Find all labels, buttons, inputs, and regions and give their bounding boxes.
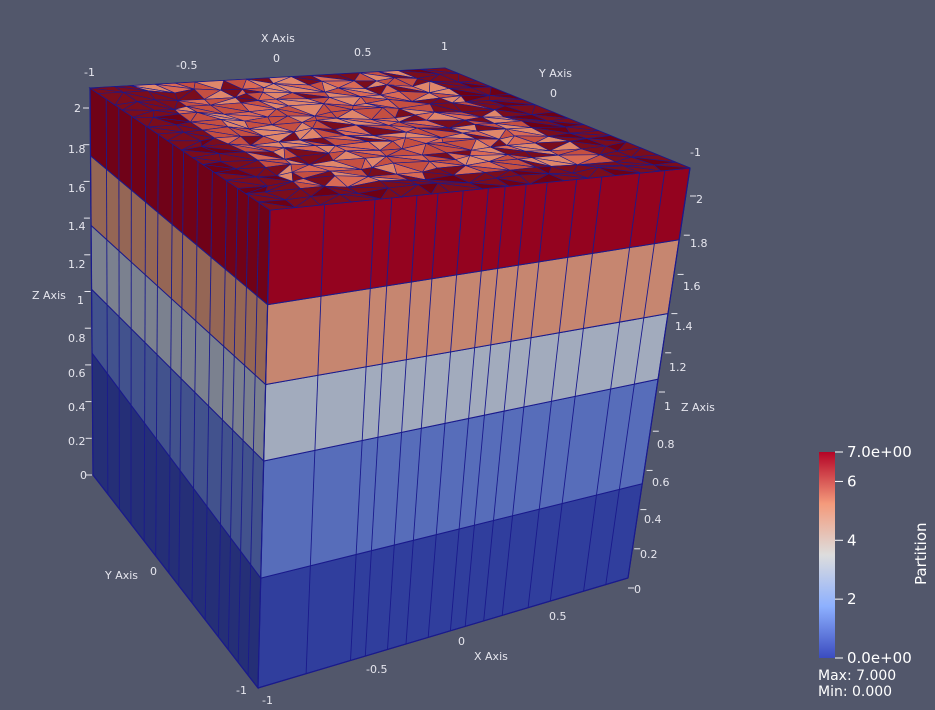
right-z-tick: 1.4 <box>675 320 693 333</box>
top-x-tick: 1 <box>441 40 448 53</box>
left-z-tick: 1.6 <box>68 182 86 195</box>
z-axis-title-right: Z Axis <box>681 401 715 414</box>
left-z-tick: 0 <box>80 469 87 482</box>
x-axis-title-bottom: X Axis <box>474 650 508 663</box>
mesh-outline-edge <box>627 167 691 579</box>
mesh-edge <box>464 186 506 627</box>
mesh-outline-edge <box>89 87 94 476</box>
top-triangle <box>496 177 531 187</box>
bottom-x-tick: 0.5 <box>549 610 567 623</box>
mesh-outline-edge <box>257 209 271 689</box>
mesh-edge <box>387 195 418 650</box>
right-z-tick: 1.2 <box>669 361 687 374</box>
top-face-triangles <box>88 67 691 211</box>
mesh-outline-edge <box>92 474 259 689</box>
mesh-edge <box>247 202 260 676</box>
mesh-edge <box>191 161 199 603</box>
mesh-edge <box>204 170 213 620</box>
mesh-edge <box>168 144 174 573</box>
colorbar-tick-label: 4 <box>847 531 857 549</box>
mesh-edge <box>549 176 603 602</box>
x-axis-title-top: X Axis <box>261 32 295 45</box>
top-x-tick: 0 <box>273 52 280 65</box>
top-x-tick: 0.5 <box>354 46 372 59</box>
left-z-tick: 1.8 <box>68 143 86 156</box>
top-x-tick: -0.5 <box>176 59 197 72</box>
top-triangle <box>257 201 296 211</box>
mesh-edge <box>501 182 548 616</box>
top-x-tick: -1 <box>84 66 95 79</box>
left-z-tick: 0.4 <box>68 401 86 414</box>
left-z-tick: 1.4 <box>68 220 86 233</box>
right-z-tick: 0 <box>634 583 641 596</box>
mesh-edge <box>217 180 228 637</box>
mesh-edge <box>350 199 376 661</box>
right-z-tick: 1.8 <box>690 237 708 250</box>
top-triangle <box>623 165 661 174</box>
mesh-edge <box>405 193 439 645</box>
mesh-edge <box>143 125 147 542</box>
colorbar-ticks: 7.0e+00 6 4 2 0.0e+00 <box>835 443 912 667</box>
colorbar-tick-label: 0.0e+00 <box>847 649 912 667</box>
bottom-y-tick: -1 <box>236 684 247 697</box>
top-triangle <box>489 86 511 96</box>
bottom-x-tick: 0 <box>458 635 465 648</box>
mesh-edge <box>449 188 489 631</box>
top-triangle <box>340 194 381 203</box>
top-triangle <box>598 166 641 176</box>
mesh-edge <box>178 151 185 586</box>
mesh-edge <box>427 190 464 638</box>
top-y-tick: 0 <box>550 87 557 100</box>
mesh-edge <box>227 188 239 650</box>
mesh-edge <box>364 197 393 657</box>
left-z-tick: 1.2 <box>68 258 86 271</box>
mesh-edge <box>105 98 109 495</box>
mesh-edge <box>118 107 120 510</box>
colorbar-tick-label: 7.0e+00 <box>847 443 912 461</box>
z-axis-title-left: Z Axis <box>32 289 66 302</box>
mesh-edge <box>583 172 641 592</box>
colorbar-title: Partition <box>912 522 930 585</box>
colorbar-tick-label: 2 <box>847 590 857 608</box>
right-z-tick: 0.4 <box>644 513 662 526</box>
min-label: Min: 0.000 <box>818 684 893 700</box>
mesh-edge <box>305 204 326 674</box>
axis-tick-marks <box>83 107 696 589</box>
colorbar-tick-label: 6 <box>847 472 857 490</box>
max-label: Max: 7.000 <box>818 668 897 684</box>
right-z-tick: 0.8 <box>657 438 675 451</box>
right-z-tick: 1.6 <box>683 280 701 293</box>
bottom-y-tick: 0 <box>150 565 157 578</box>
top-triangle <box>469 182 510 190</box>
top-triangle <box>437 182 483 193</box>
left-z-tick: 0.8 <box>68 332 86 345</box>
right-z-tick: 2 <box>696 193 703 206</box>
left-z-tick: 2 <box>74 102 81 115</box>
mesh-edges <box>89 87 691 689</box>
colorbar-gradient <box>819 452 835 658</box>
right-z-tick: 0.2 <box>640 548 658 561</box>
left-z-tick: 0.2 <box>68 435 86 448</box>
bottom-corner-tick: -1 <box>262 694 273 707</box>
right-z-tick: 1 <box>664 400 671 413</box>
mesh-outline-edge <box>257 577 629 689</box>
top-triangle <box>653 164 691 172</box>
y-axis-title-bottom: Y Axis <box>104 569 138 582</box>
top-y-tick: -1 <box>690 146 701 159</box>
bottom-x-tick: -0.5 <box>366 663 387 676</box>
mesh-edge <box>605 170 666 585</box>
mesh-edge <box>483 184 527 621</box>
range-annotation: Max: 7.000 Min: 0.000 <box>818 668 896 700</box>
left-z-tick: 0.6 <box>68 367 86 380</box>
left-z-tick: 1 <box>77 294 84 307</box>
mesh-edge <box>527 179 578 608</box>
mesh-group <box>89 87 691 690</box>
right-z-tick: 0.6 <box>652 476 670 489</box>
mesh-edge <box>237 195 249 663</box>
mesh-edge <box>155 134 159 556</box>
colorbar: 7.0e+00 6 4 2 0.0e+00 Partition <box>819 443 930 667</box>
y-axis-title-top: Y Axis <box>538 67 572 80</box>
